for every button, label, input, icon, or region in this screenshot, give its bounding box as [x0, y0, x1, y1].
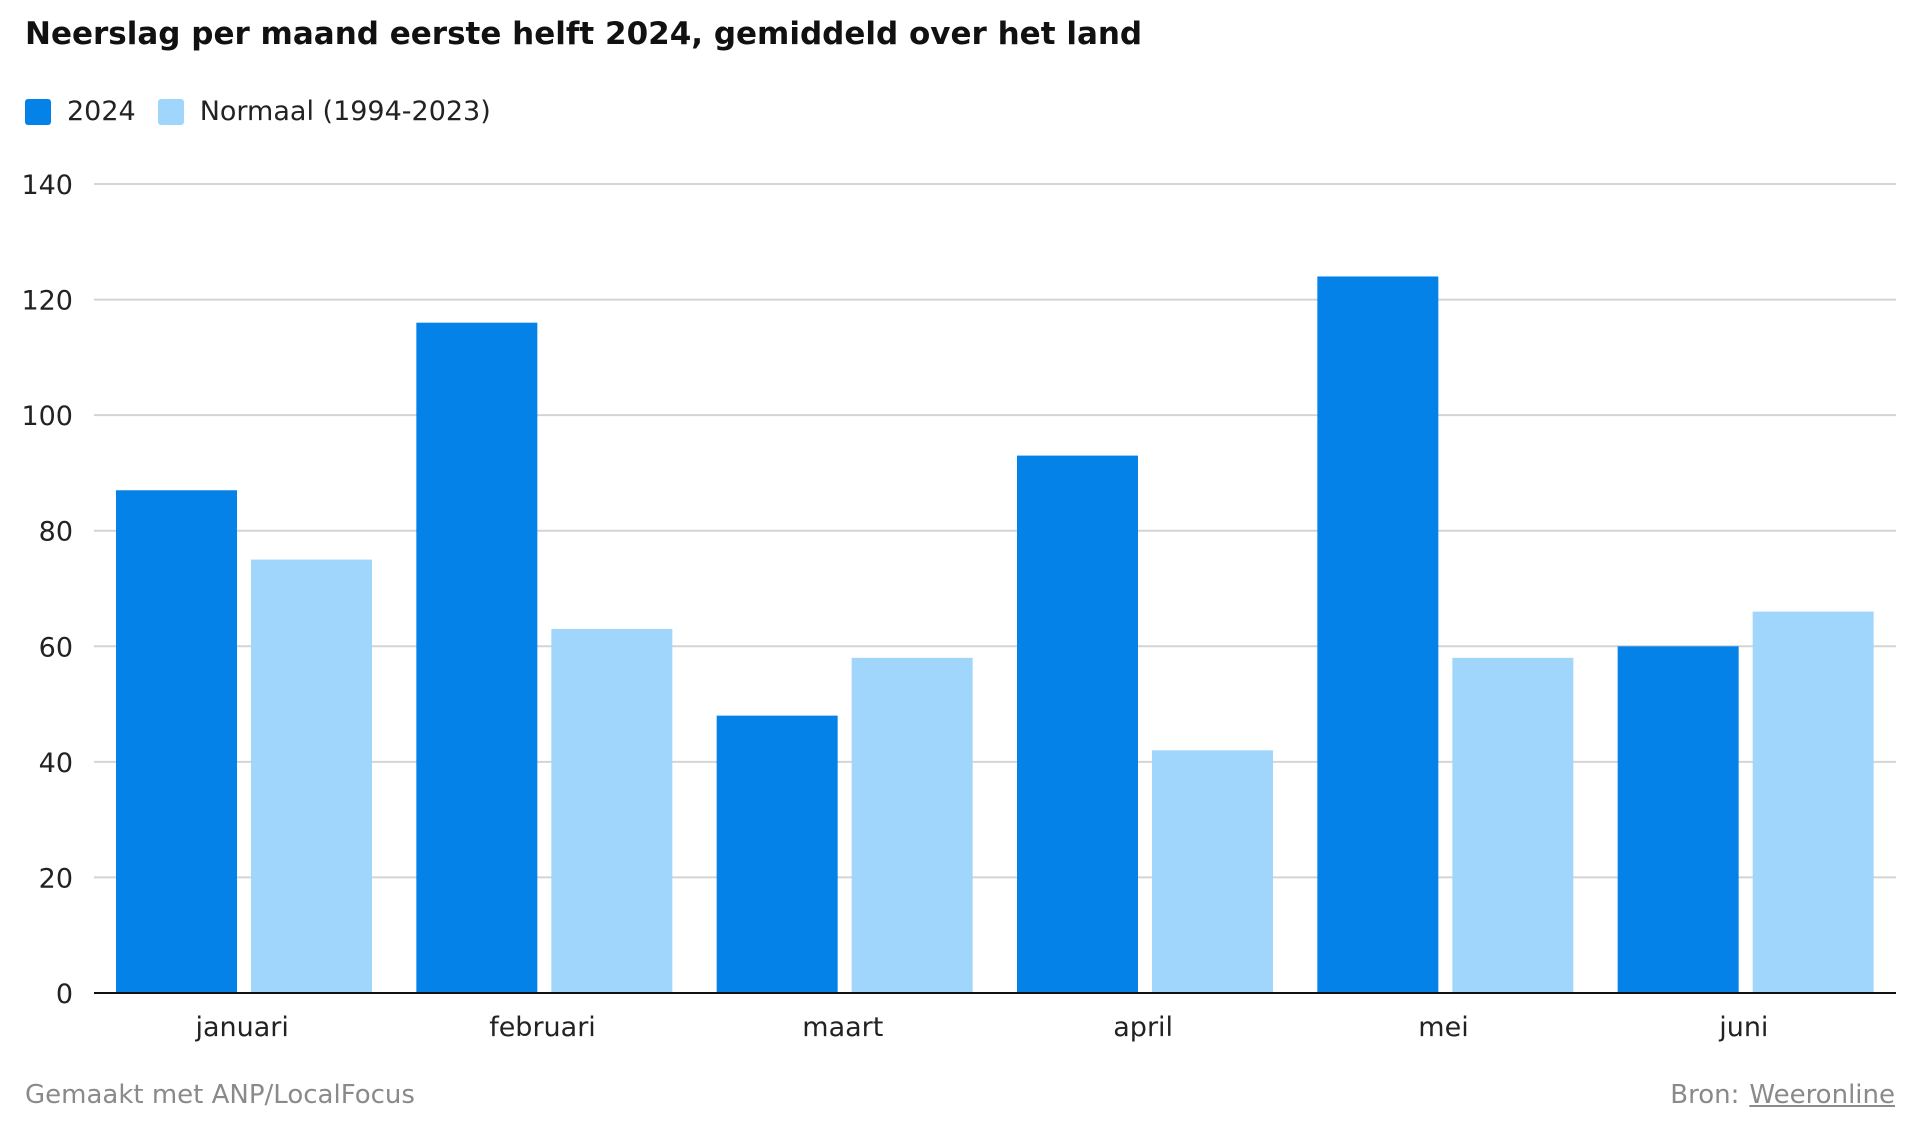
- y-tick-label-80: 80: [39, 517, 73, 548]
- legend-item-2024: 2024: [25, 96, 136, 127]
- legend-swatch-normaal: [157, 98, 184, 125]
- y-tick-label-120: 120: [21, 286, 73, 317]
- bar-juni-normaal: [1752, 611, 1874, 993]
- y-tick-label-140: 140: [21, 170, 73, 201]
- footer-made-with: Gemaakt met ANP/LocalFocus: [25, 1080, 415, 1110]
- y-tick-label-20: 20: [39, 863, 73, 894]
- source-link[interactable]: Weeronline: [1749, 1080, 1895, 1110]
- x-tick-label-januari: januari: [194, 1012, 288, 1043]
- x-tick-label-maart: maart: [802, 1012, 883, 1043]
- x-tick-label-februari: februari: [489, 1012, 596, 1043]
- y-tick-label-100: 100: [21, 401, 73, 432]
- legend-label-2024: 2024: [67, 96, 136, 127]
- bar-januari-normaal: [251, 559, 372, 993]
- x-tick-label-april: april: [1113, 1012, 1173, 1043]
- bar-januari-2024: [116, 490, 237, 993]
- bar-april-normaal: [1152, 750, 1273, 993]
- y-tick-label-0: 0: [56, 979, 73, 1010]
- y-tick-label-40: 40: [39, 748, 73, 779]
- bar-februari-2024: [416, 322, 538, 994]
- bar-april-2024: [1017, 455, 1138, 993]
- bar-maart-normaal: [851, 657, 973, 993]
- y-tick-label-60: 60: [39, 632, 73, 663]
- bar-mei-normaal: [1452, 657, 1574, 993]
- legend-label-normaal: Normaal (1994-2023): [199, 96, 491, 127]
- legend-item-normaal: Normaal (1994-2023): [157, 96, 491, 127]
- bar-mei-2024: [1317, 276, 1439, 993]
- bar-februari-normaal: [551, 628, 673, 993]
- x-tick-label-juni: juni: [1718, 1012, 1768, 1043]
- chart-title: Neerslag per maand eerste helft 2024, ge…: [25, 16, 1143, 52]
- legend-swatch-2024: [25, 98, 51, 125]
- footer-source: Bron: Weeronline: [1670, 1080, 1895, 1110]
- chart-legend: 2024 Normaal (1994-2023): [25, 96, 513, 127]
- bar-maart-2024: [716, 715, 838, 993]
- source-label: Bron:: [1670, 1080, 1740, 1110]
- x-tick-label-mei: mei: [1418, 1012, 1468, 1043]
- bar-juni-2024: [1617, 646, 1739, 993]
